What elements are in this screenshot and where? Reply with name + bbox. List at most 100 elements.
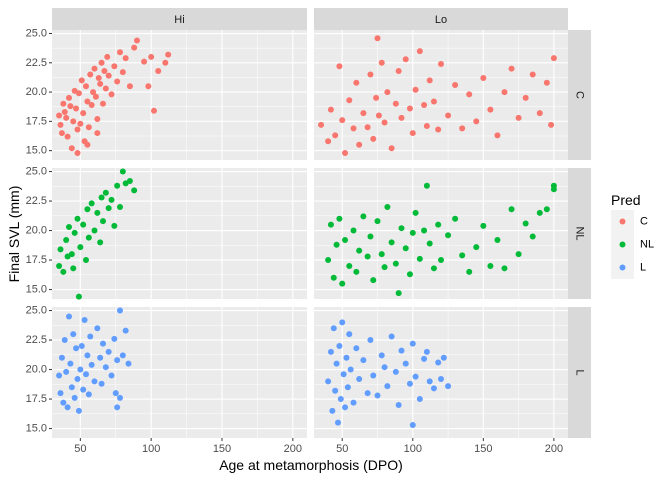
data-point-c [97,80,104,87]
data-point-c [119,69,126,76]
data-point-l [378,352,385,359]
data-point-nl [395,290,402,297]
data-point-nl [97,239,104,246]
data-point-c [87,71,94,78]
data-point-c [111,63,118,70]
data-point-nl [74,215,81,222]
data-point-l [409,340,416,347]
data-point-l [73,345,80,352]
data-point-l [100,340,106,347]
data-point-nl [94,209,101,216]
data-point-nl [515,251,522,258]
data-point-c [325,138,332,145]
data-point-c [98,59,105,66]
data-point-c [131,44,138,51]
legend-key-l: L [611,256,646,279]
legend-key-swatch [619,218,626,225]
data-point-l [336,342,343,349]
data-point-c [373,94,380,101]
panel-background [314,168,568,299]
y-tick-label: 25.0 [26,28,47,40]
data-point-l [329,407,336,414]
data-point-l [334,419,341,426]
data-point-c [473,118,480,125]
data-point-l [325,378,332,385]
data-point-l [445,383,452,390]
data-point-c [508,65,515,72]
data-point-l [347,366,354,373]
legend: Pred C NL L [611,192,654,279]
data-point-nl [459,252,466,259]
data-point-l [63,368,70,375]
y-tick-label: 22.5 [26,334,47,346]
data-point-c [92,93,99,100]
data-point-nl [364,253,371,260]
data-point-c [381,119,388,126]
data-point-nl [381,264,388,271]
data-point-c [336,63,343,70]
data-point-c [84,98,91,105]
data-point-l [85,391,92,398]
legend-key-label: C [640,216,648,228]
data-point-c [126,83,133,90]
strip-col-label-lo: Lo [435,14,447,26]
data-point-nl [98,194,105,201]
data-point-nl [56,262,63,269]
data-point-c [421,101,428,108]
data-point-l [395,401,402,408]
data-point-nl [473,244,480,251]
data-point-c [66,94,72,101]
data-point-c [78,77,85,84]
data-point-nl [126,177,133,184]
data-point-nl [336,215,343,222]
data-point-nl [487,262,494,269]
data-point-c [346,97,353,104]
data-point-c [356,141,363,148]
data-point-nl [114,182,121,189]
data-point-nl [342,236,349,243]
data-point-l [88,361,95,368]
data-point-c [165,51,172,58]
data-point-nl [77,244,84,251]
data-point-c [83,83,89,90]
data-point-l [83,371,89,378]
data-point-nl [378,251,385,258]
data-point-c [494,132,501,139]
data-point-c [430,98,437,105]
data-point-nl [119,168,126,175]
y-tick-label: 20.0 [26,86,47,98]
data-point-l [119,352,126,359]
y-axis-title: Final SVL (mm) [6,186,22,283]
data-point-l [367,337,374,344]
data-point-nl [409,229,416,236]
data-point-c [77,120,84,127]
data-point-nl [327,221,334,228]
data-point-l [438,375,444,382]
data-point-c [67,103,74,110]
data-point-nl [71,229,78,236]
data-point-nl [536,209,543,216]
data-point-l [61,337,68,344]
y-tick-label: 20.0 [26,364,47,376]
data-point-c [64,133,71,140]
data-point-c [145,83,152,90]
data-point-c [350,125,357,132]
x-tick-label: 150 [213,443,231,455]
data-point-c [522,94,529,101]
data-point-c [367,71,374,78]
data-point-l [440,354,447,361]
data-point-c [395,67,402,74]
data-point-nl [452,215,459,222]
data-point-nl [108,196,115,203]
data-point-nl [402,245,409,252]
data-point-l [398,347,405,354]
data-point-l [343,354,350,361]
data-point-l [77,366,84,373]
data-point-nl [421,227,428,234]
data-point-l [68,384,75,391]
data-point-c [332,132,339,139]
legend-key-c: C [611,210,648,233]
data-point-nl [84,206,91,213]
data-point-c [74,149,81,156]
